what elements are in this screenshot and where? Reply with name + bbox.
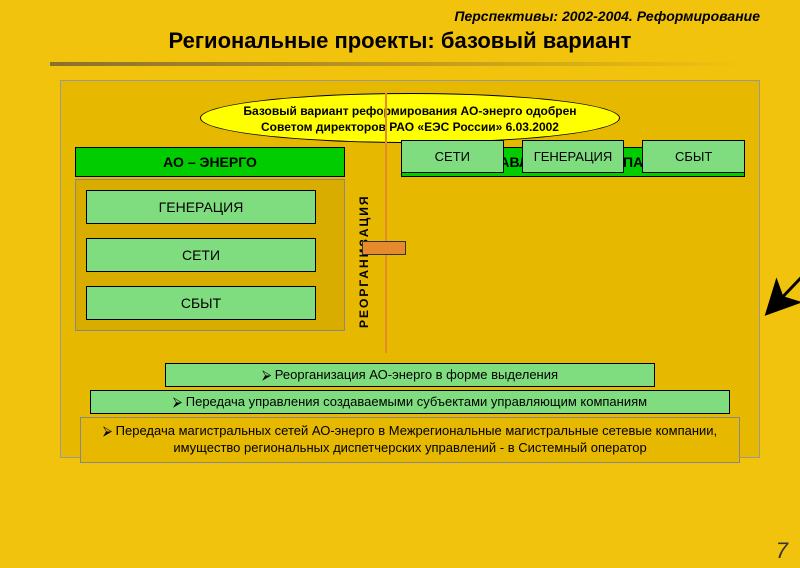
left-item-sales: СБЫТ: [86, 286, 316, 320]
note-1: ⮚ Реорганизация АО-энерго в форме выделе…: [165, 363, 655, 387]
header-subtitle: Перспективы: 2002-2004. Реформирование: [0, 0, 800, 24]
right-item-grid: СЕТИ: [401, 140, 504, 173]
note-2: ⮚ Передача управления создаваемыми субъе…: [90, 390, 730, 414]
right-item-generation: ГЕНЕРАЦИЯ: [522, 140, 625, 173]
ellipse-line1: Базовый вариант реформирования АО-энерго…: [201, 104, 619, 120]
notes: ⮚ Реорганизация АО-энерго в форме выделе…: [75, 363, 745, 463]
right-column: УПРАВЛЯЮЩАЯ КОМПАНИЯ СЕТИ ГЕНЕРАЦИЯ СБЫТ: [401, 147, 745, 177]
page-number: 7: [776, 538, 788, 564]
left-item-generation: ГЕНЕРАЦИЯ: [86, 190, 316, 224]
header-title: Региональные проекты: базовый вариант: [0, 24, 800, 62]
reorganization-label: РЕОРГАНИЗАЦИЯ: [357, 175, 377, 347]
ao-energo-header: АО – ЭНЕРГО: [75, 147, 345, 177]
main-panel: Базовый вариант реформирования АО-энерго…: [60, 80, 760, 458]
divider: [50, 62, 750, 66]
connector-block: [362, 241, 406, 255]
vertical-divider: [385, 93, 387, 353]
note-3: ⮚ Передача магистральных сетей АО-энерго…: [80, 417, 740, 463]
arrows: [725, 177, 800, 317]
right-items: СЕТИ ГЕНЕРАЦИЯ СБЫТ: [401, 140, 745, 173]
left-item-grid: СЕТИ: [86, 238, 316, 272]
left-stack: ГЕНЕРАЦИЯ СЕТИ СБЫТ: [75, 179, 345, 331]
right-item-sales: СБЫТ: [642, 140, 745, 173]
left-column: АО – ЭНЕРГО ГЕНЕРАЦИЯ СЕТИ СБЫТ: [75, 147, 345, 331]
columns: АО – ЭНЕРГО ГЕНЕРАЦИЯ СЕТИ СБЫТ РЕОРГАНИ…: [75, 147, 745, 357]
approval-ellipse: Базовый вариант реформирования АО-энерго…: [200, 93, 620, 143]
ellipse-line2: Советом директоров РАО «ЕЭС России» 6.03…: [201, 120, 619, 136]
